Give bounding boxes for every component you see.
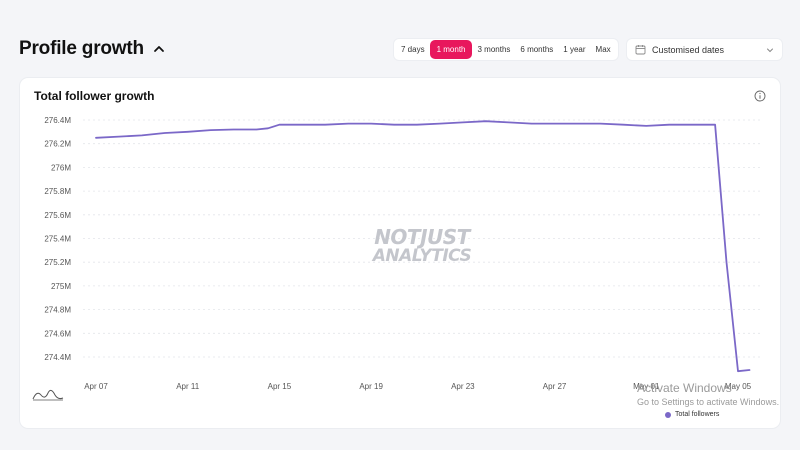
y-tick-label: 275.4M [44, 235, 71, 244]
page-title-text: Profile growth [19, 38, 144, 59]
calendar-icon [635, 45, 646, 55]
x-tick-label: Apr 11 [176, 382, 200, 391]
y-tick-label: 275.6M [44, 211, 71, 220]
series-line-total-followers [95, 120, 751, 373]
y-tick-label: 274.6M [44, 329, 71, 338]
activate-windows-subtitle: Go to Settings to activate Windows. [637, 397, 780, 407]
watermark-logo: NOTJUST ANALYTICS [372, 225, 472, 266]
chart-legend[interactable]: Total followers [665, 411, 719, 418]
x-tick-label: Apr 19 [359, 382, 383, 391]
range-1-year-button[interactable]: 1 year [563, 45, 586, 54]
follower-line-chart: 274.4M 274.6M 274.8M 275M 275.2M 275.4M 275.6M… [44, 116, 763, 391]
watermark-line2: ANALYTICS [372, 246, 472, 266]
range-6-months-button[interactable]: 6 months [520, 45, 554, 54]
x-tick-label: Apr 23 [451, 382, 475, 391]
y-tick-label: 276.2M [44, 140, 71, 149]
x-tick-label: Apr 27 [543, 382, 567, 391]
y-tick-label: 276M [51, 163, 71, 172]
watermark-line1: NOTJUST [374, 225, 470, 249]
customised-dates-select[interactable]: Customised dates [626, 38, 783, 61]
chevron-down-icon [767, 48, 773, 52]
range-max-button[interactable]: Max [595, 45, 611, 54]
legend-dot [665, 411, 671, 418]
range-7-days-button[interactable]: 7 days [401, 45, 425, 54]
y-tick-label: 275M [51, 282, 71, 291]
activate-windows-title: Activate Windows [637, 381, 732, 395]
y-tick-label: 275.8M [44, 187, 71, 196]
page-header: Profile growth 7 days 1 month 3 months 6… [0, 0, 800, 72]
y-tick-label: 276.4M [44, 116, 71, 125]
x-tick-label: May 01 [633, 382, 660, 391]
chevron-up-icon[interactable] [152, 42, 166, 56]
activate-windows-overlay: Activate Windows Go to Settings to activ… [637, 381, 779, 409]
info-icon[interactable] [754, 90, 766, 102]
range-1-month-button[interactable]: 1 month [429, 40, 473, 59]
range-3-months-button[interactable]: 3 months [477, 45, 511, 54]
x-tick-label: Apr 15 [268, 382, 292, 391]
y-tick-label: 275.2M [44, 258, 71, 267]
card-title: Total follower growth [34, 89, 155, 103]
x-tick-label: Apr 07 [84, 382, 108, 391]
customised-dates-label: Customised dates [652, 44, 725, 55]
y-tick-label: 274.4M [44, 353, 71, 362]
page-title[interactable]: Profile growth [19, 38, 166, 60]
time-range-selector: 7 days 1 month 3 months 6 months 1 year … [393, 38, 619, 61]
legend-label: Total followers [675, 411, 720, 418]
chart-type-icon[interactable] [32, 387, 64, 401]
y-tick-label: 274.8M [44, 306, 71, 315]
x-tick-label: May 05 [725, 382, 752, 391]
follower-growth-card: Total follower growth 274.4M 274.6M 274.8M… [19, 77, 781, 429]
